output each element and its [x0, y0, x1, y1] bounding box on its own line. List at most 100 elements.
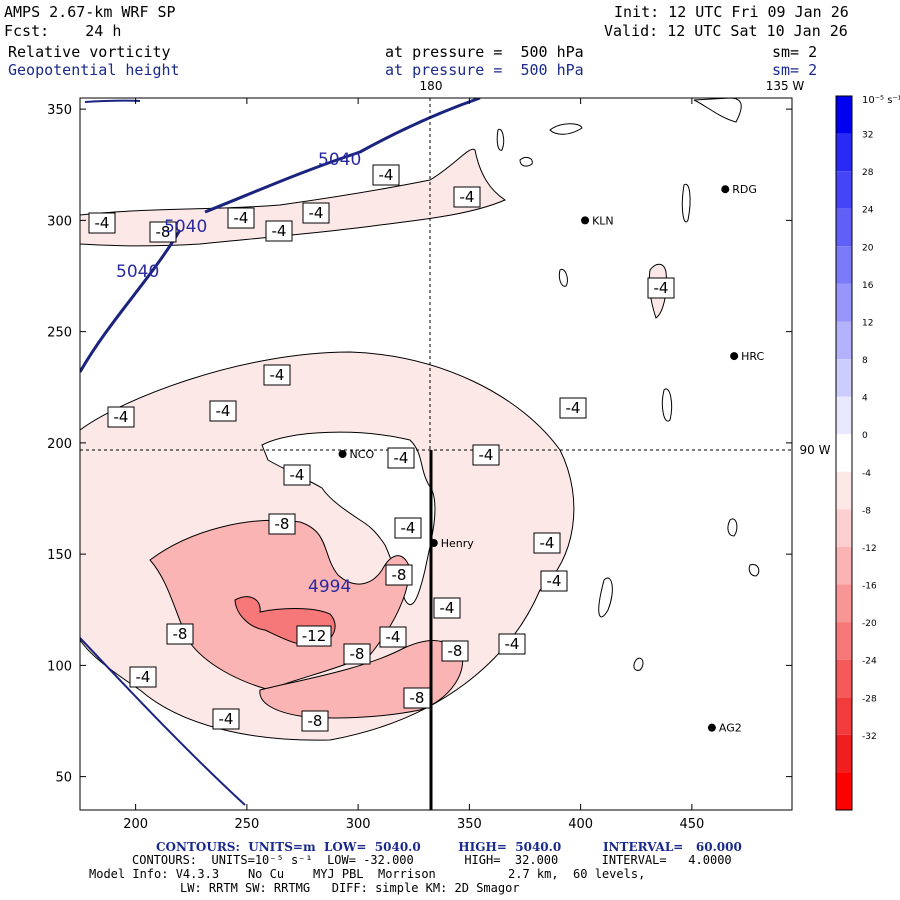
plot-frame: [79, 97, 793, 811]
vort-label: -4: [472, 444, 500, 466]
svg-text:-8: -8: [448, 642, 463, 660]
colorbar-swatch: [836, 171, 852, 209]
height-label: 4994: [308, 577, 351, 597]
y-tick-label: 50: [55, 771, 72, 786]
field2-level: at pressure = 500 hPa: [385, 61, 584, 79]
svg-text:-8: -8: [275, 515, 290, 533]
height-contour-5040-a: [80, 229, 182, 373]
svg-text:-8: -8: [308, 712, 323, 730]
colorbar-tick-label: -12: [862, 544, 877, 554]
vort-label: -4: [394, 517, 422, 539]
svg-text:-4: -4: [136, 668, 151, 686]
x-tick-label: 400: [568, 817, 593, 832]
vort-label: -8: [149, 221, 177, 243]
y-tick-label: 200: [47, 437, 72, 452]
vorticity-island-9: [633, 657, 644, 671]
colorbar-swatch: [836, 659, 852, 698]
x-tick-label: 350: [457, 817, 482, 832]
vort-label: -8: [441, 640, 469, 662]
svg-text:-4: -4: [401, 519, 416, 537]
station-markers: RDG KLN HRC NCO Henry AG2: [338, 183, 765, 735]
valid-time: Valid: 12 UTC Sat 10 Jan 26: [604, 22, 848, 40]
colorbar-tick-label: 16: [862, 281, 874, 291]
vort-label: -4: [533, 532, 561, 554]
station-label: KLN: [592, 214, 614, 227]
svg-text:-4: -4: [95, 214, 110, 232]
colorbar-tick-label: 20: [862, 243, 874, 253]
svg-text:-8: -8: [392, 566, 407, 584]
colorbar-swatch: [836, 208, 852, 247]
svg-text:-4: -4: [270, 366, 285, 384]
colorbar-swatch: [836, 96, 852, 134]
colorbar-tick-label: -28: [862, 694, 877, 704]
colorbar-tick-label: 12: [862, 318, 873, 328]
init-time: Init: 12 UTC Fri 09 Jan 26: [614, 3, 849, 21]
station-label: HRC: [741, 350, 764, 363]
height-label: 5040: [318, 150, 361, 170]
station-label: AG2: [719, 722, 742, 735]
height-label: 5040: [164, 217, 207, 237]
colorbar-swatch: [836, 546, 852, 585]
svg-text:-4: -4: [547, 572, 562, 590]
colorbar-tick-label: 4: [862, 394, 868, 404]
svg-text:-4: -4: [216, 402, 231, 420]
vort-label: -4: [559, 397, 587, 419]
station-dot: [707, 723, 716, 732]
vorticity-island-6: [549, 123, 583, 135]
station-henry: Henry: [429, 537, 475, 550]
svg-text:-8: -8: [350, 645, 365, 663]
colorbar-tick-label: 32: [862, 131, 873, 141]
colorbar-tick-label: -8: [862, 506, 871, 516]
colorbar-swatch: [836, 359, 852, 397]
vort-label: -4: [265, 220, 293, 242]
station-dot: [338, 450, 347, 458]
colorbar-units: 10⁻⁵ s⁻¹: [862, 95, 900, 106]
svg-text:-8: -8: [410, 689, 425, 707]
footer-vorticity-contours: CONTOURS: UNITS=10⁻⁵ s⁻¹ LOW= -32.000 HI…: [132, 853, 732, 867]
station-dot: [730, 352, 739, 361]
vort-label: -8: [403, 687, 431, 709]
vorticity-island-8: [727, 518, 738, 537]
vorticity-island-11: [693, 98, 742, 123]
y-tick-label: 250: [47, 326, 72, 341]
vorticity-island-5: [558, 268, 568, 287]
vorticity-island-3: [661, 388, 673, 422]
vorticity-island-12: [519, 156, 533, 167]
colorbar-swatch: [836, 697, 852, 735]
colorbar-swatch: [836, 509, 852, 547]
x-tick-label: 450: [679, 817, 704, 832]
vorticity-labels: -4 -8 -4 -4 -4 -4 -4 -4 -4 -4 -4 -4 -4 -…: [88, 164, 675, 732]
vort-label: -4: [212, 708, 240, 730]
svg-text:-4: -4: [272, 222, 287, 240]
model-title: AMPS 2.67-km WRF SP: [4, 3, 176, 21]
svg-text:-4: -4: [379, 166, 394, 184]
colorbar-tick-label: -4: [862, 469, 871, 479]
vort-label: -8: [343, 643, 371, 665]
height-label: 5040: [116, 262, 159, 282]
vorticity-island-10: [748, 563, 760, 577]
svg-text:-12: -12: [302, 627, 327, 645]
vort-label: -4: [88, 212, 116, 234]
vort-label: -4: [647, 277, 675, 299]
svg-text:-4: -4: [309, 204, 324, 222]
vort-label: -8: [385, 564, 413, 586]
colorbar-swatch: [836, 283, 852, 322]
height-contour-5040-d: [84, 99, 141, 103]
field2-smoothing: sm= 2: [772, 61, 818, 79]
vorticity-island-7: [496, 128, 505, 151]
vort-label: -4: [372, 164, 400, 186]
colorbar-tick-label: 28: [862, 168, 874, 178]
colorbar-tick-label: -24: [862, 657, 877, 667]
station-dot: [721, 185, 730, 194]
station-label: Henry: [441, 537, 475, 550]
meridian-label-180: 180: [420, 79, 443, 93]
footer-height-contours: CONTOURS: UNITS=m LOW= 5040.0 HIGH= 5040…: [156, 840, 742, 854]
svg-text:-4: -4: [479, 446, 494, 464]
x-tick-label: 300: [346, 817, 371, 832]
colorbar-tick-label: 24: [862, 206, 874, 216]
svg-text:-8: -8: [156, 223, 171, 241]
colorbar-tick-label: -32: [862, 732, 877, 742]
vort-label: -4: [379, 626, 407, 648]
colorbar-swatch: [836, 396, 852, 435]
